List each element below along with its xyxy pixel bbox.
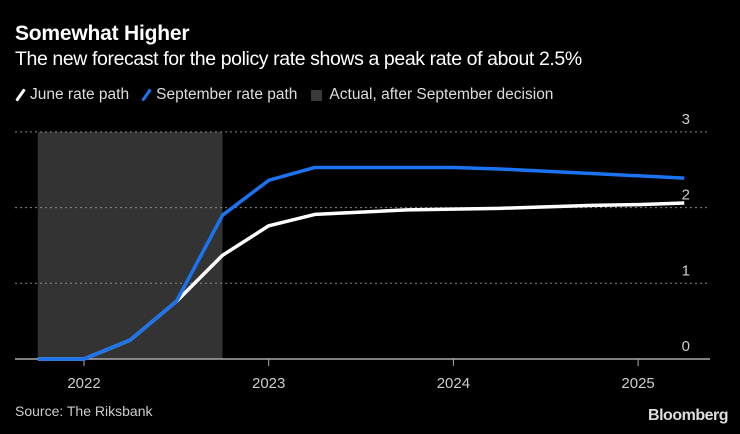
y-tick-label-2: 2 <box>682 187 690 204</box>
series-line-september <box>37 165 685 361</box>
y-tick-label-1: 1 <box>682 262 690 279</box>
legend-label-actual: Actual, after September decision <box>329 86 554 103</box>
bloomberg-logo: Bloomberg <box>648 407 728 424</box>
chart-subtitle: The new forecast for the policy rate sho… <box>15 48 582 70</box>
shaded-region-actual <box>37 131 223 359</box>
legend-item-september: September rate path <box>141 86 297 104</box>
legend-swatch-actual <box>311 89 323 101</box>
source-note: Source: The Riksbank <box>15 403 153 419</box>
legend-item-june: June rate path <box>15 86 129 104</box>
legend-item-actual: Actual, after September decision <box>309 86 553 104</box>
x-tick-label-2024: 2024 <box>437 375 470 392</box>
y-tick-label-3: 3 <box>682 111 690 128</box>
x-tick-label-2023: 2023 <box>252 375 285 392</box>
legend: June rate path September rate path Actua… <box>15 86 565 104</box>
chart-title: Somewhat Higher <box>15 22 190 45</box>
y-tick-label-0: 0 <box>682 338 690 355</box>
legend-label-june: June rate path <box>30 86 130 103</box>
x-tick-label-2025: 2025 <box>621 375 654 392</box>
x-tick-label-2022: 2022 <box>67 375 100 392</box>
legend-label-september: September rate path <box>156 86 298 103</box>
